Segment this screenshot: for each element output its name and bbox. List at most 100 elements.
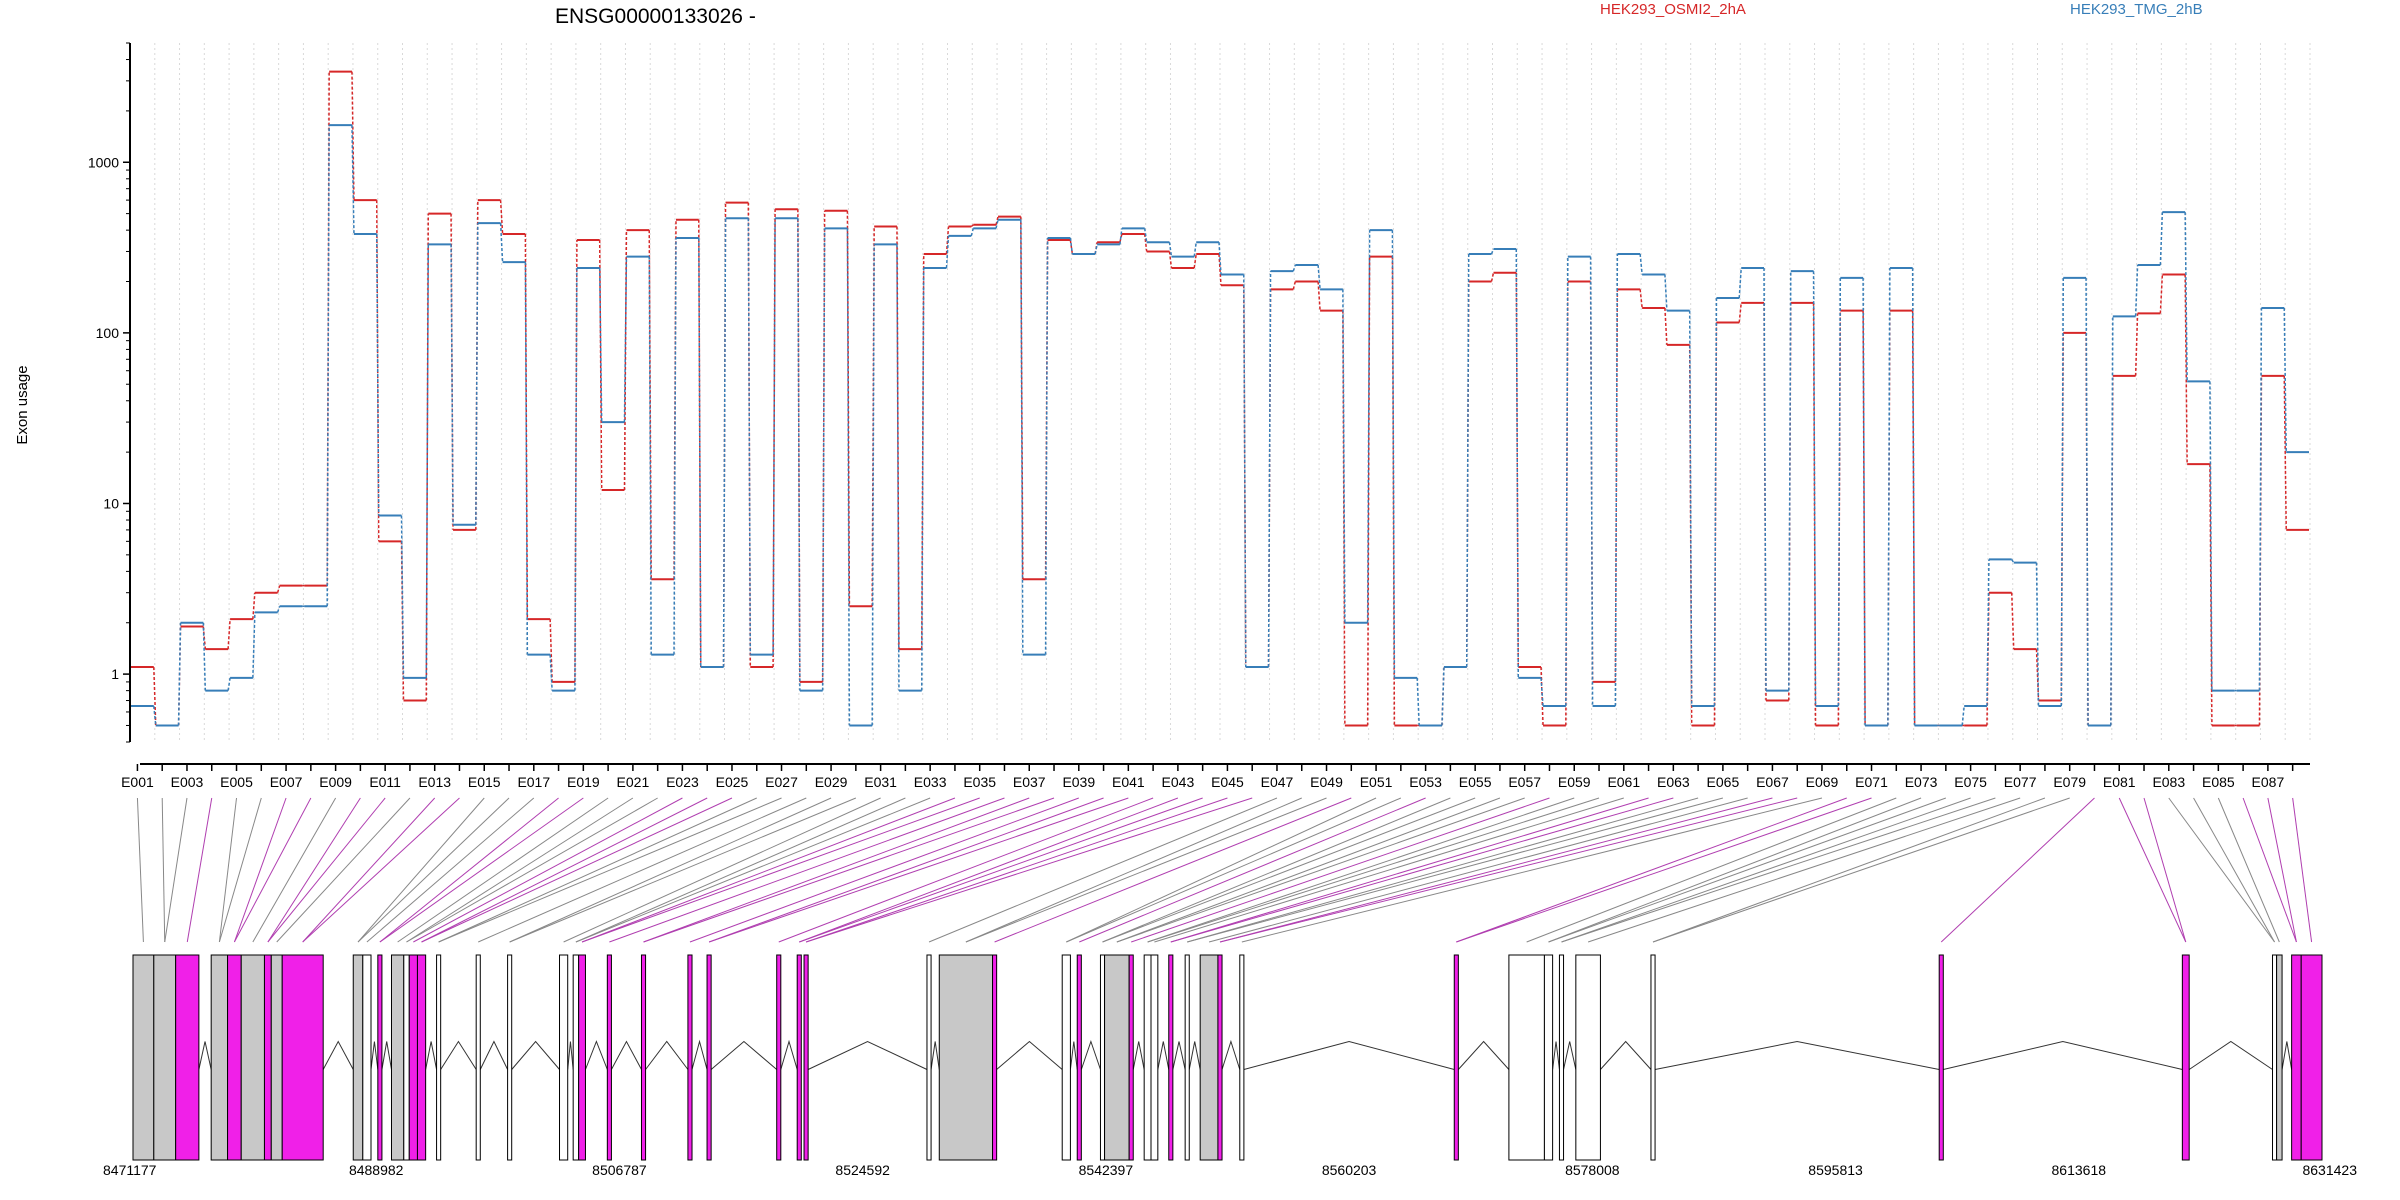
series-connector: [1986, 559, 1990, 707]
exon-connector: [1079, 797, 1426, 943]
exon-label: E037: [1013, 774, 1046, 790]
chart-title: ENSG00000133026 -: [555, 5, 756, 28]
series-connector: [1887, 267, 1891, 726]
series-connector: [2110, 316, 2114, 726]
exon-connector: [421, 797, 708, 943]
intron: [2188, 1040, 2273, 1070]
exon-connector: [2168, 797, 2275, 943]
exon-box: [240, 954, 265, 1161]
exon-connector: [575, 797, 906, 943]
exon-connector: [421, 797, 733, 943]
series-connector: [1837, 277, 1842, 707]
exon-label: E029: [815, 774, 848, 790]
series-connector: [1044, 237, 1049, 655]
series-connector: [202, 622, 207, 691]
exon-box: [578, 954, 586, 1161]
series-connector: [1788, 302, 1792, 701]
series-connector: [747, 218, 752, 655]
intron: [807, 1040, 928, 1070]
exon-connector: [1170, 797, 1674, 943]
genome-coord-label: 8560203: [1322, 1162, 1377, 1178]
exon-box: [1150, 954, 1159, 1161]
exon-label: E019: [567, 774, 600, 790]
exon-connector: [1219, 797, 1798, 943]
series-connector: [1366, 256, 1371, 726]
exon-connector: [581, 797, 980, 943]
exon-label: E031: [864, 774, 897, 790]
series-connector: [598, 267, 603, 423]
series-connector: [425, 244, 430, 678]
exon-box: [377, 954, 383, 1161]
exon-box: [1558, 954, 1565, 1161]
exon-connector: [708, 797, 1104, 943]
series-connector: [1961, 705, 1965, 726]
exon-label: E083: [2152, 774, 2185, 790]
exon-label: E069: [1806, 774, 1839, 790]
intron: [567, 1041, 574, 1070]
series-connector: [995, 219, 999, 229]
exon-box: [640, 954, 647, 1161]
exon-label: E087: [2252, 774, 2285, 790]
series-connector: [1292, 264, 1297, 272]
exon-box: [926, 954, 932, 1161]
y-tick-label: 1: [111, 666, 119, 682]
exon-connector: [1102, 797, 1476, 943]
exon-box: [270, 954, 283, 1161]
series-connector: [524, 262, 529, 655]
exon-box: [1543, 954, 1554, 1161]
intron: [425, 1041, 438, 1070]
series-connector: [1664, 274, 1668, 311]
intron: [1080, 1039, 1101, 1070]
exon-label: E003: [171, 774, 204, 790]
intron: [1457, 1040, 1510, 1070]
exon-box: [1199, 954, 1219, 1161]
exon-label: E047: [1261, 774, 1294, 790]
exon-connector: [799, 797, 1179, 943]
series-connector: [1763, 267, 1767, 691]
series-connector: [1168, 251, 1173, 269]
exon-connectors: [136, 797, 2313, 943]
exon-label: E025: [716, 774, 749, 790]
series-HEK293_TMG_2hB: [131, 124, 2309, 727]
series-connector: [2209, 381, 2213, 691]
exon-connector: [218, 797, 262, 943]
series-connector: [1193, 253, 1197, 269]
exon-connector: [406, 797, 658, 943]
series-connector: [1441, 667, 1445, 726]
exon-connector: [164, 797, 188, 943]
exon-box: [1239, 954, 1245, 1161]
exon-connector: [1187, 797, 1699, 943]
grid-lines: [129, 43, 2311, 742]
exon-label: E077: [2004, 774, 2037, 790]
exon-box: [436, 954, 442, 1161]
series-lines: [131, 70, 2309, 727]
intron: [322, 1040, 354, 1070]
exon-label: E007: [270, 774, 303, 790]
exon-connector: [778, 797, 1154, 943]
series-connector: [2011, 559, 2015, 564]
exon-box: [938, 954, 994, 1161]
exon-connector: [1561, 797, 1971, 943]
series-connector: [276, 605, 281, 613]
exon-box: [2300, 954, 2323, 1161]
exon-box: [1168, 954, 1174, 1161]
series-connector: [425, 213, 430, 701]
series-connector: [2283, 307, 2287, 453]
exon-label: E005: [220, 774, 253, 790]
exon-box: [153, 954, 177, 1161]
exon-label: E073: [1905, 774, 1938, 790]
exon-connector: [379, 797, 559, 943]
series-connector: [1540, 667, 1544, 726]
exon-connector: [252, 797, 337, 943]
exon-label: E067: [1756, 774, 1789, 790]
exon-box: [796, 954, 802, 1161]
series-connector: [1292, 281, 1297, 290]
series-connector: [1193, 242, 1197, 257]
exon-box: [390, 954, 405, 1161]
exon-box: [1099, 954, 1106, 1161]
intron: [996, 1040, 1063, 1070]
exon-box: [687, 954, 693, 1161]
intron: [440, 1040, 477, 1070]
series-connector: [1565, 256, 1569, 707]
